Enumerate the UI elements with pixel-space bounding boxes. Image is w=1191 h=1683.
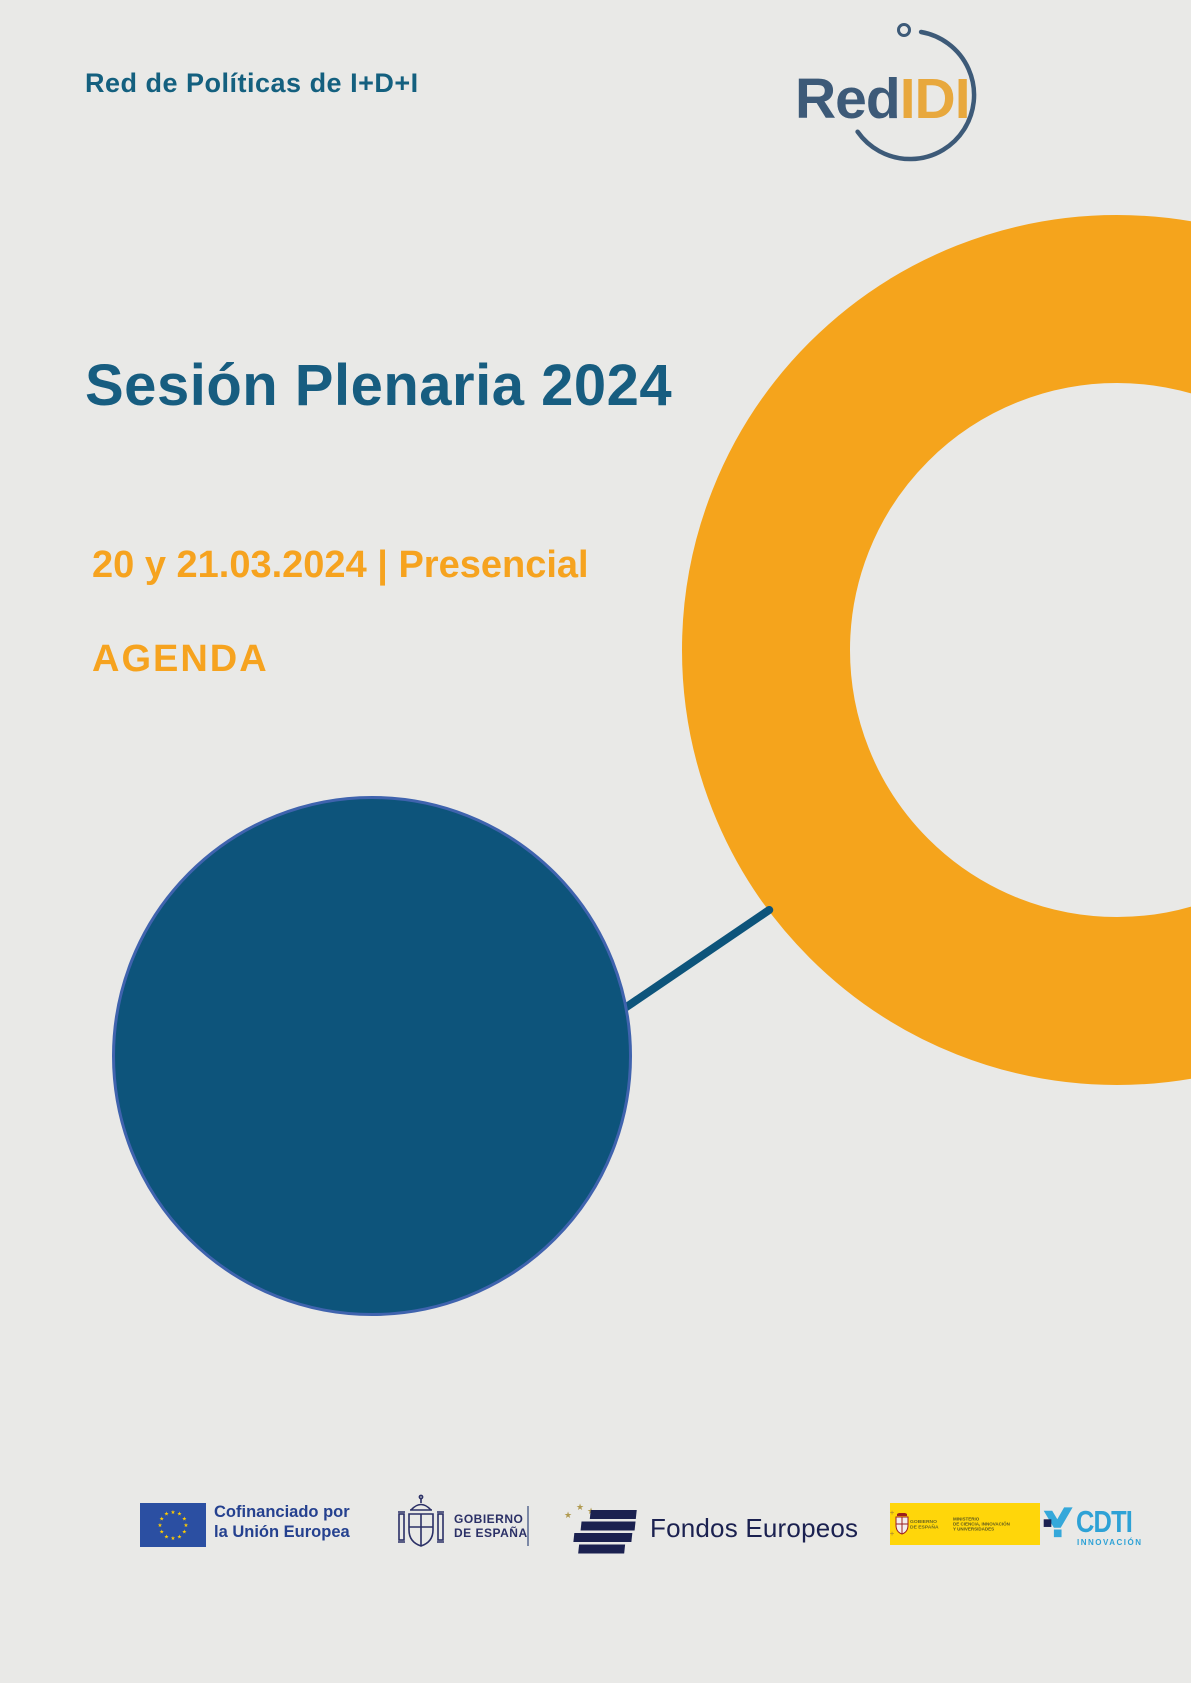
ministry-gobierno-text: GOBIERNO DE ESPAÑA <box>910 1503 950 1545</box>
gobierno-line1: GOBIERNO <box>454 1512 524 1526</box>
footer-logo-strip: ★ ★ ★ ★ ★ ★ ★ ★ ★ ★ ★ ★ Cofinanciado por la Unió… <box>0 1490 1191 1570</box>
eu-label-line1: Cofinanciado por <box>214 1503 350 1521</box>
svg-text:★: ★ <box>576 1503 584 1513</box>
cdti-tagline-label: INNOVACIÓN <box>1077 1538 1143 1547</box>
svg-text:★: ★ <box>171 1536 176 1542</box>
network-name: Red de Políticas de I+D+I <box>85 68 419 98</box>
spain-coat-of-arms-icon <box>398 1494 444 1547</box>
logo-word-red: Red <box>795 67 901 131</box>
agenda-label: AGENDA <box>92 638 269 680</box>
ministerio-logo-plate: + + GOBIERNO DE ESPAÑA <box>890 1503 1040 1545</box>
ministry-flag-cross: + <box>890 1510 895 1517</box>
svg-text:★: ★ <box>164 1534 169 1540</box>
svg-text:★: ★ <box>184 1523 189 1529</box>
svg-text:★: ★ <box>564 1511 572 1521</box>
svg-text:★: ★ <box>171 1510 176 1516</box>
teal-circle-graphic <box>112 796 632 1316</box>
svg-text:★: ★ <box>164 1512 169 1518</box>
orbit-arc-icon <box>855 23 977 162</box>
cdti-name-label: CDTI <box>1076 1504 1133 1539</box>
ministry-flag-yellow: + + <box>890 1503 895 1545</box>
page-title: Sesión Plenaria 2024 <box>85 353 673 418</box>
svg-text:★: ★ <box>159 1517 164 1523</box>
cdti-logo: CDTI INNOVACIÓN <box>1040 1498 1160 1554</box>
ministry-line1: MINISTERIO <box>953 1516 980 1522</box>
ministry-gobierno-line2: DE ESPAÑA <box>910 1524 939 1530</box>
eu-flag-icon: ★ ★★ ★★★ ★★★ ★★★ <box>140 1503 206 1547</box>
ministry-coat-of-arms-icon <box>894 1503 910 1545</box>
ministry-flag-cross: + <box>890 1531 895 1538</box>
svg-text:★: ★ <box>182 1517 187 1523</box>
ministry-gobierno-line1: GOBIERNO <box>910 1518 938 1525</box>
orange-ring-graphic <box>682 215 1191 1085</box>
svg-text:★: ★ <box>177 1534 182 1540</box>
svg-text:★: ★ <box>177 1512 182 1518</box>
fondos-europeos-label: Fondos Europeos <box>650 1513 859 1543</box>
date-and-mode: 20 y 21.03.2024 | Presencial <box>92 544 589 586</box>
svg-text:★: ★ <box>182 1530 187 1536</box>
gobierno-espana-label: GOBIERNO DE ESPAÑA <box>454 1512 528 1540</box>
ministry-line2: DE CIENCIA, INNOVACIÓN <box>953 1521 1011 1527</box>
logo-word-idi: IDI <box>899 67 971 131</box>
footer-divider <box>527 1506 529 1546</box>
svg-text:★: ★ <box>158 1523 163 1529</box>
ministry-line3: Y UNIVERSIDADES <box>953 1526 995 1532</box>
eu-cofinance-label: Cofinanciado por la Unión Europea <box>214 1502 350 1542</box>
ministry-name-text: MINISTERIO DE CIENCIA, INNOVACIÓN Y UNIV… <box>950 1503 1040 1545</box>
connector-line-graphic <box>619 904 775 1014</box>
redidi-logo: RedIDI <box>795 66 971 132</box>
eu-label-line2: la Unión Europea <box>214 1523 350 1541</box>
svg-text:★: ★ <box>159 1530 164 1536</box>
fondos-europeos-icon: ★★★ <box>564 1503 637 1554</box>
gobierno-line2: DE ESPAÑA <box>454 1526 528 1540</box>
cdti-checkmark-icon <box>1043 1507 1073 1538</box>
